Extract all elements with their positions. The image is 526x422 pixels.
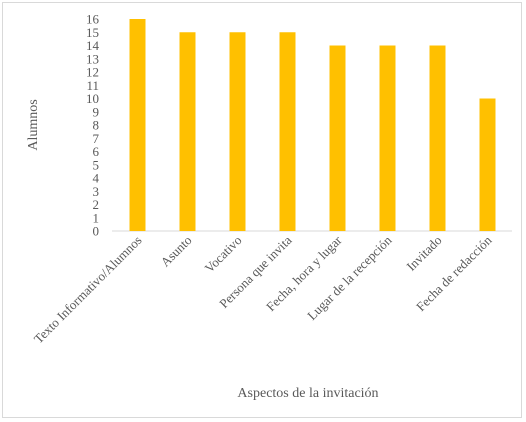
y-axis-title: Alumnos	[26, 99, 41, 150]
bar	[179, 32, 196, 231]
y-tick-label: 10	[86, 91, 99, 106]
bar	[429, 45, 446, 231]
y-tick-label: 7	[93, 131, 100, 146]
bar	[229, 32, 246, 231]
bar	[479, 98, 496, 231]
category-label: Invitado	[403, 233, 444, 274]
y-tick-label: 2	[93, 197, 100, 212]
bar	[279, 32, 296, 231]
y-tick-label: 16	[86, 12, 100, 27]
y-tick-label: 6	[93, 144, 100, 159]
bar	[129, 19, 146, 231]
x-axis-title: Aspectos de la invitación	[237, 386, 378, 401]
y-tick-label: 14	[86, 38, 100, 53]
bar	[329, 45, 346, 231]
y-tick-label: 13	[86, 51, 99, 66]
y-tick-label: 0	[93, 224, 100, 239]
y-tick-label: 5	[93, 157, 100, 172]
bars	[129, 19, 496, 231]
y-tick-label: 15	[86, 25, 99, 40]
category-label: Asunto	[157, 233, 194, 270]
category-labels: Texto Informativo/Alumnos Asunto VocativoP…	[31, 232, 495, 346]
category-label: Lugar de la recepción	[304, 232, 395, 323]
y-tick-label: 12	[86, 65, 99, 80]
y-tick-label: 9	[93, 104, 100, 119]
y-tick-label: 11	[86, 78, 99, 93]
y-tick-label: 8	[93, 118, 100, 133]
bar	[379, 45, 396, 231]
category-label: Vocativo	[201, 233, 244, 276]
y-tick-label: 1	[93, 210, 100, 225]
y-tick-label: 3	[93, 184, 100, 199]
category-label: Texto Informativo/Alumnos	[31, 233, 145, 347]
y-tick-label: 4	[93, 171, 100, 186]
